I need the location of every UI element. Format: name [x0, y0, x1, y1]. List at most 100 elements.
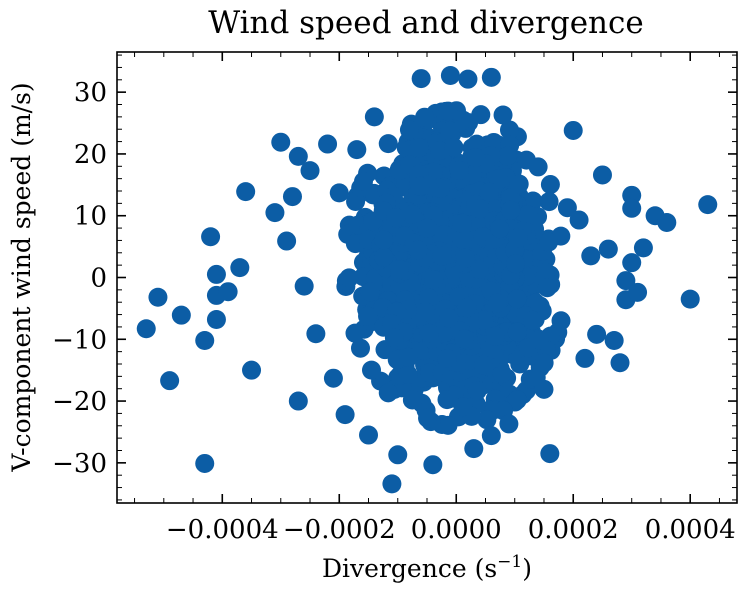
data-point — [622, 253, 642, 273]
data-point — [347, 140, 367, 160]
y-axis-label: V-component wind speed (m/s) — [7, 82, 36, 472]
data-point — [318, 134, 338, 154]
data-point — [424, 270, 444, 290]
data-point — [148, 287, 168, 307]
data-point — [622, 198, 642, 218]
data-point — [439, 308, 459, 328]
data-point — [440, 121, 460, 141]
data-point — [466, 148, 486, 168]
x-tick-label: 0.0004 — [645, 515, 736, 545]
data-point — [587, 324, 607, 344]
data-point — [265, 203, 285, 223]
data-point — [411, 69, 431, 89]
data-point — [282, 187, 302, 207]
data-point — [518, 205, 538, 225]
data-point — [358, 306, 378, 326]
data-point — [497, 146, 517, 166]
data-point — [408, 240, 428, 260]
data-point — [382, 474, 402, 494]
y-tick-label: 10 — [74, 202, 107, 232]
data-point — [364, 107, 384, 127]
data-point — [402, 204, 422, 224]
data-point — [507, 390, 527, 410]
data-point — [230, 258, 250, 278]
data-point — [507, 322, 527, 342]
data-point — [470, 199, 490, 219]
data-point — [374, 247, 394, 267]
data-point — [481, 426, 501, 446]
data-point — [415, 107, 435, 127]
data-point — [592, 165, 612, 185]
data-point — [171, 305, 191, 325]
data-point — [160, 371, 180, 391]
x-axis-ticks: −0.0004 −0.0002 0.0000 0.0002 0.0004 — [134, 52, 736, 545]
y-tick-label: 30 — [74, 78, 107, 108]
data-point — [493, 105, 513, 125]
data-point — [528, 157, 548, 177]
y-tick-label: 0 — [90, 264, 107, 294]
data-point — [505, 254, 525, 274]
data-point — [507, 289, 527, 309]
data-point — [540, 175, 560, 195]
data-point — [388, 445, 408, 465]
data-point — [418, 408, 438, 428]
data-point — [523, 310, 543, 330]
data-point — [335, 405, 355, 425]
scatter-points — [136, 65, 718, 494]
data-point — [477, 410, 497, 430]
chart-title: Wind speed and divergence — [208, 5, 643, 41]
data-point — [339, 268, 359, 288]
data-point — [557, 198, 577, 218]
data-point — [195, 331, 215, 351]
data-point — [452, 214, 472, 234]
data-point — [539, 192, 559, 212]
data-point — [432, 246, 452, 266]
data-point — [453, 397, 473, 417]
data-point — [698, 195, 718, 215]
data-point — [575, 348, 595, 368]
data-point — [479, 182, 499, 202]
data-point — [423, 455, 443, 475]
data-point — [417, 218, 437, 238]
data-point — [490, 219, 510, 239]
data-point — [464, 439, 484, 459]
data-point — [288, 391, 308, 411]
data-point — [540, 444, 560, 464]
data-point — [610, 353, 630, 373]
data-point — [206, 264, 226, 284]
x-axis-label: Divergence (s−1) — [322, 552, 532, 583]
x-tick-label: 0.0002 — [528, 515, 619, 545]
data-point — [598, 239, 618, 259]
data-point — [444, 137, 464, 157]
data-point — [437, 390, 457, 410]
data-point — [195, 453, 215, 473]
data-point — [457, 298, 477, 318]
data-point — [537, 278, 557, 298]
data-point — [509, 174, 529, 194]
data-point — [345, 323, 365, 343]
data-point — [536, 262, 556, 282]
data-point — [300, 161, 320, 181]
data-point — [458, 69, 478, 89]
data-point — [499, 414, 519, 434]
data-point — [277, 231, 297, 251]
data-point — [616, 271, 636, 291]
data-point — [206, 310, 226, 330]
data-point — [581, 246, 601, 266]
data-point — [399, 120, 419, 140]
data-point — [419, 323, 439, 343]
data-point — [467, 381, 487, 401]
data-point — [218, 282, 238, 302]
data-point — [360, 282, 380, 302]
data-point — [563, 120, 583, 140]
data-point — [359, 425, 379, 445]
data-point — [242, 360, 262, 380]
data-point — [657, 213, 677, 233]
y-tick-label: −10 — [52, 325, 107, 355]
data-point — [329, 183, 349, 203]
data-point — [487, 293, 507, 313]
data-point — [534, 353, 554, 373]
data-point — [456, 248, 476, 268]
data-point — [501, 200, 521, 220]
